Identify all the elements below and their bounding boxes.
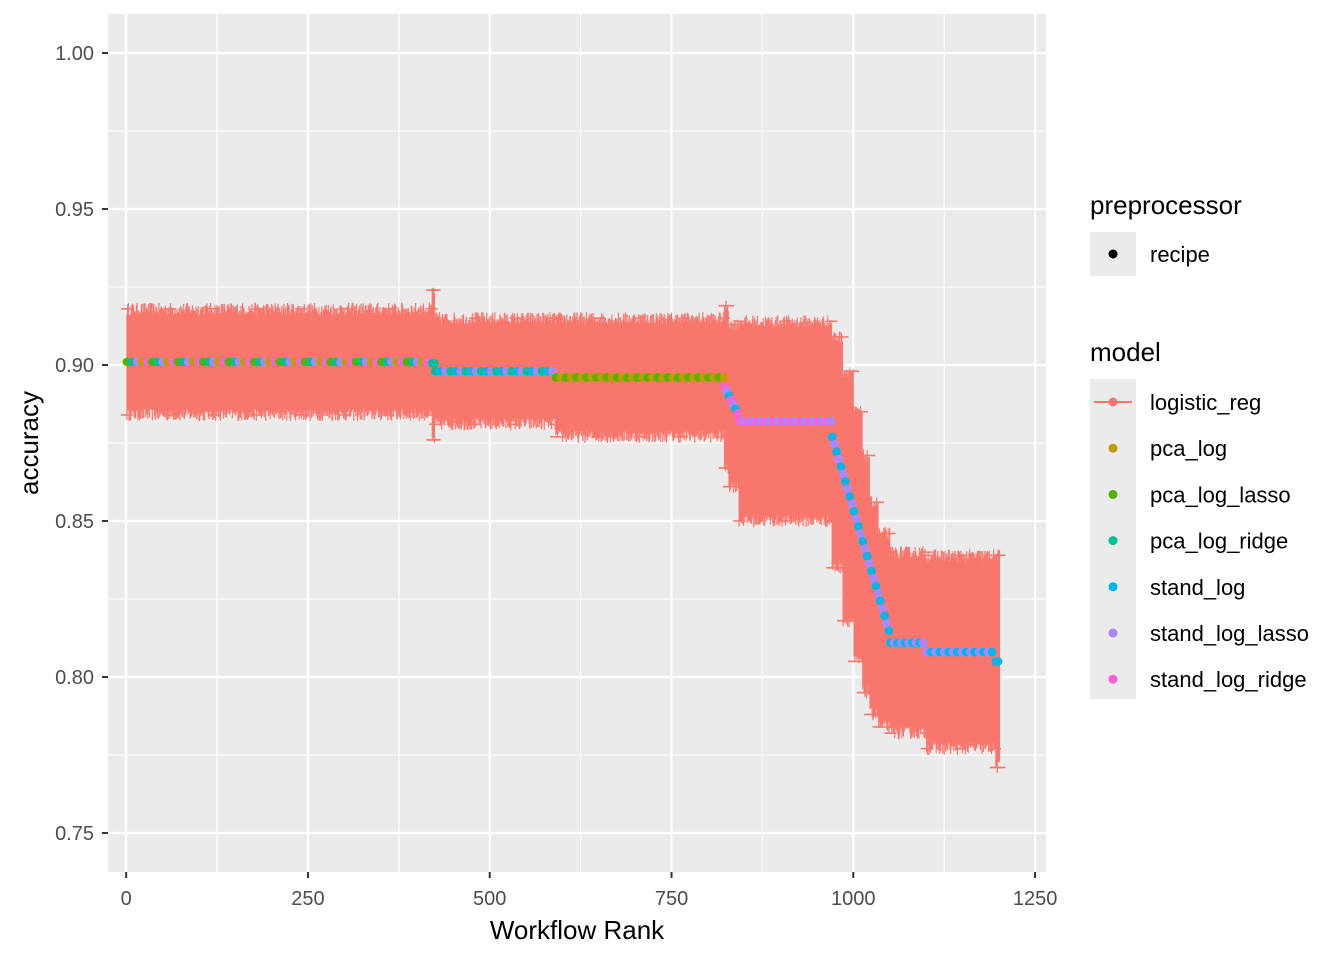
x-axis-title: Workflow Rank	[490, 915, 665, 945]
legend-key-stand_log_lasso-point	[1108, 628, 1118, 638]
data-point-stand_log_lasso	[856, 529, 865, 539]
x-tick-label: 1000	[831, 888, 876, 910]
data-point-stand_log_lasso	[826, 416, 836, 426]
legend-label-stand_log_ridge: stand_log_ridge	[1150, 667, 1307, 692]
data-point-stand_log_lasso	[834, 454, 844, 464]
y-tick-label: 0.80	[55, 667, 94, 689]
x-tick-label: 500	[473, 888, 506, 910]
data-point-pca_log	[719, 373, 729, 382]
legend-key-pca_log_lasso-point	[1108, 489, 1118, 499]
y-tick-label: 0.90	[55, 355, 94, 377]
x-tick-label: 0	[121, 888, 132, 910]
legend-label-recipe: recipe	[1150, 242, 1210, 267]
legend-model-title: model	[1090, 337, 1161, 367]
data-point-stand_log	[884, 626, 894, 636]
x-tick-label: 1250	[1013, 888, 1058, 910]
legend-key-recipe-point	[1108, 249, 1118, 259]
data-point-stand_log	[875, 596, 885, 606]
data-point-stand_log	[880, 611, 889, 621]
legend-label-logistic_reg: logistic_reg	[1150, 390, 1261, 415]
data-point-stand_log_lasso	[830, 439, 839, 449]
y-tick-label: 0.85	[55, 511, 94, 533]
legend-label-stand_log: stand_log	[1150, 575, 1245, 600]
data-point-stand_log_lasso	[873, 589, 883, 598]
legend-key-logistic_reg-point	[1108, 397, 1118, 407]
legend-preprocessor: preprocessor recipe	[1090, 190, 1242, 276]
data-point-stand_log_lasso	[878, 604, 887, 613]
x-tick-label: 750	[655, 888, 688, 910]
y-tick-label: 1.00	[55, 43, 94, 65]
data-point-stand_log	[827, 432, 837, 442]
data-point-stand_log_lasso	[869, 574, 878, 583]
legend-preprocessor-title: preprocessor	[1090, 190, 1242, 220]
data-point-stand_log_lasso	[843, 484, 852, 494]
legend-label-pca_log_ridge: pca_log_ridge	[1150, 529, 1288, 554]
data-point-stand_log	[836, 462, 846, 471]
legend-key-stand_log_ridge-point	[1108, 674, 1118, 684]
x-tick-label: 250	[291, 888, 324, 910]
legend-label-pca_log_lasso: pca_log_lasso	[1150, 482, 1291, 507]
data-point-stand_log_lasso	[847, 499, 857, 509]
data-point-pca_log_ridge	[430, 359, 439, 368]
legend-model: model logistic_reg pca_log pca_log_lassopc…	[1090, 337, 1309, 699]
legend-key-stand_log-point	[1108, 582, 1118, 592]
legend-key-pca_log_ridge-point	[1108, 536, 1118, 546]
data-point-stand_log_lasso	[547, 366, 557, 376]
y-axis-title: accuracy	[14, 391, 44, 495]
data-point-stand_log	[845, 492, 854, 501]
data-point-stand_log_lasso	[865, 559, 874, 568]
data-point-stand_log	[987, 647, 997, 657]
data-point-stand_log	[849, 507, 859, 516]
data-point-stand_log	[858, 536, 868, 546]
data-point-stand_log	[862, 551, 872, 561]
data-point-stand_log_lasso	[851, 514, 861, 524]
y-axis-ticks: 0.75 0.80 0.85 0.90 0.95 1.00	[55, 43, 108, 845]
data-point-stand_log	[832, 447, 841, 456]
legend-key-pca_log-point	[1108, 443, 1118, 453]
data-point-stand_log	[854, 522, 863, 531]
data-point-stand_log_lasso	[860, 544, 870, 554]
y-tick-label: 0.75	[55, 823, 94, 845]
x-axis-ticks: 0 250 500 750 1000 1250	[121, 872, 1058, 910]
legend-label-pca_log: pca_log	[1150, 436, 1227, 461]
legend-label-stand_log_lasso: stand_log_lasso	[1150, 621, 1309, 646]
y-tick-label: 0.95	[55, 199, 94, 221]
data-point-stand_log	[841, 477, 850, 486]
data-point-stand_log	[993, 657, 1003, 666]
data-point-stand_log_lasso	[882, 619, 892, 628]
data-point-stand_log	[867, 566, 876, 576]
data-points	[122, 357, 1003, 666]
data-point-stand_log_lasso	[838, 469, 848, 479]
data-point-stand_log_ridge	[733, 409, 742, 418]
data-point-stand_log_lasso	[918, 638, 928, 647]
data-point-stand_log	[871, 581, 881, 591]
